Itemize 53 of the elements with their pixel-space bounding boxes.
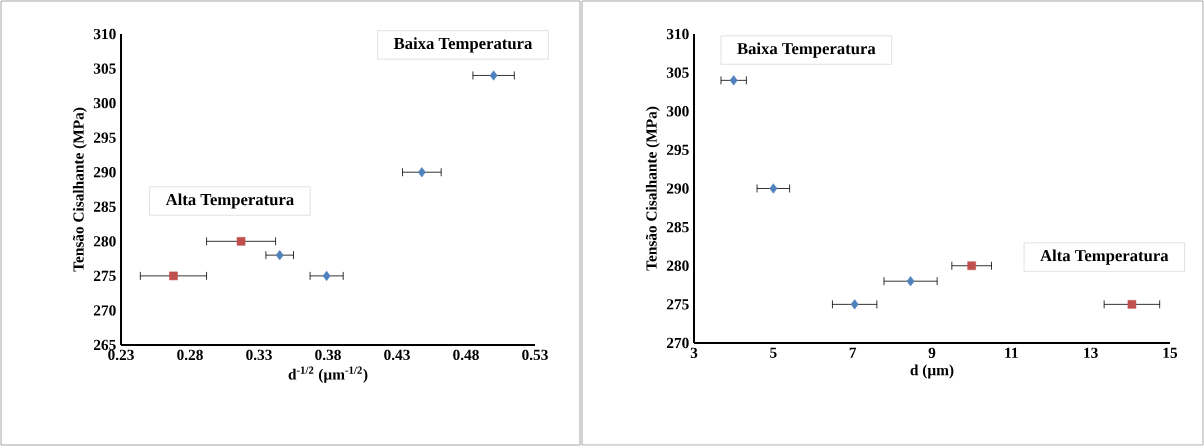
x-axis-title: d (µm) [910, 364, 954, 379]
x-tick-label: 0.43 [384, 349, 410, 361]
x-tick-label: 7 [849, 347, 857, 358]
y-tick-label: 285 [666, 221, 689, 233]
x-axis-title: d$^{-1/2}$ (µm$^{-1/2}$) [288, 366, 368, 383]
x-tick-label: 0.53 [522, 349, 548, 361]
y-tick-label: 310 [93, 28, 116, 40]
y-tick-label: 270 [666, 337, 689, 349]
x-tick-label: 0.23 [108, 349, 134, 361]
point [236, 237, 246, 246]
point [275, 250, 284, 261]
point [169, 271, 178, 281]
x-tick-label: 0.48 [453, 349, 479, 361]
x-tick-label: 0.28 [177, 349, 203, 361]
x-tick-label: 5 [770, 347, 777, 358]
y-tick-label: 305 [93, 63, 116, 74]
y-tick-label: 285 [93, 201, 116, 212]
point [769, 183, 778, 194]
point [729, 75, 738, 86]
series-label: Baixa Temperatura [737, 42, 876, 58]
y-tick-label: 290 [666, 183, 689, 194]
text: Baixa Temperatura [393, 37, 533, 53]
point [417, 167, 426, 178]
y-tick-label: 305 [666, 67, 689, 78]
x-tick-label: 9 [928, 347, 936, 358]
y-tick-label: 295 [93, 132, 116, 143]
y-tick-label: 280 [93, 236, 116, 247]
y-tick-label: 300 [666, 106, 689, 117]
point [322, 270, 331, 281]
y-tick-label: 295 [666, 144, 689, 156]
y-axis-title: Tensão Cisalhante (MPa) [645, 106, 660, 271]
text: Alta Temperatura [1040, 249, 1169, 265]
point [1127, 300, 1137, 309]
point [850, 299, 859, 310]
x-tick-label: 11 [1005, 347, 1018, 358]
text: Alta Temperatura [165, 193, 294, 209]
y-axis-title: Tensão Cisalhante (MPa) [72, 107, 87, 272]
point [489, 70, 498, 81]
y-tick-label: 310 [666, 28, 689, 40]
y-tick-label: 270 [93, 305, 116, 316]
point [967, 261, 976, 271]
y-tick-label: 275 [93, 270, 116, 282]
x-tick-label: 15 [1163, 347, 1178, 358]
y-tick-label: 290 [93, 167, 116, 178]
x-tick-label: 3 [690, 347, 698, 358]
y-tick-label: 265 [93, 339, 116, 351]
point [906, 276, 915, 287]
y-tick-label: 300 [93, 97, 116, 109]
x-tick-label: 0.33 [246, 349, 272, 361]
x-tick-label: 0.38 [315, 349, 341, 361]
y-tick-label: 280 [666, 260, 689, 271]
y-tick-label: 275 [666, 299, 689, 310]
x-tick-label: 13 [1084, 347, 1098, 358]
